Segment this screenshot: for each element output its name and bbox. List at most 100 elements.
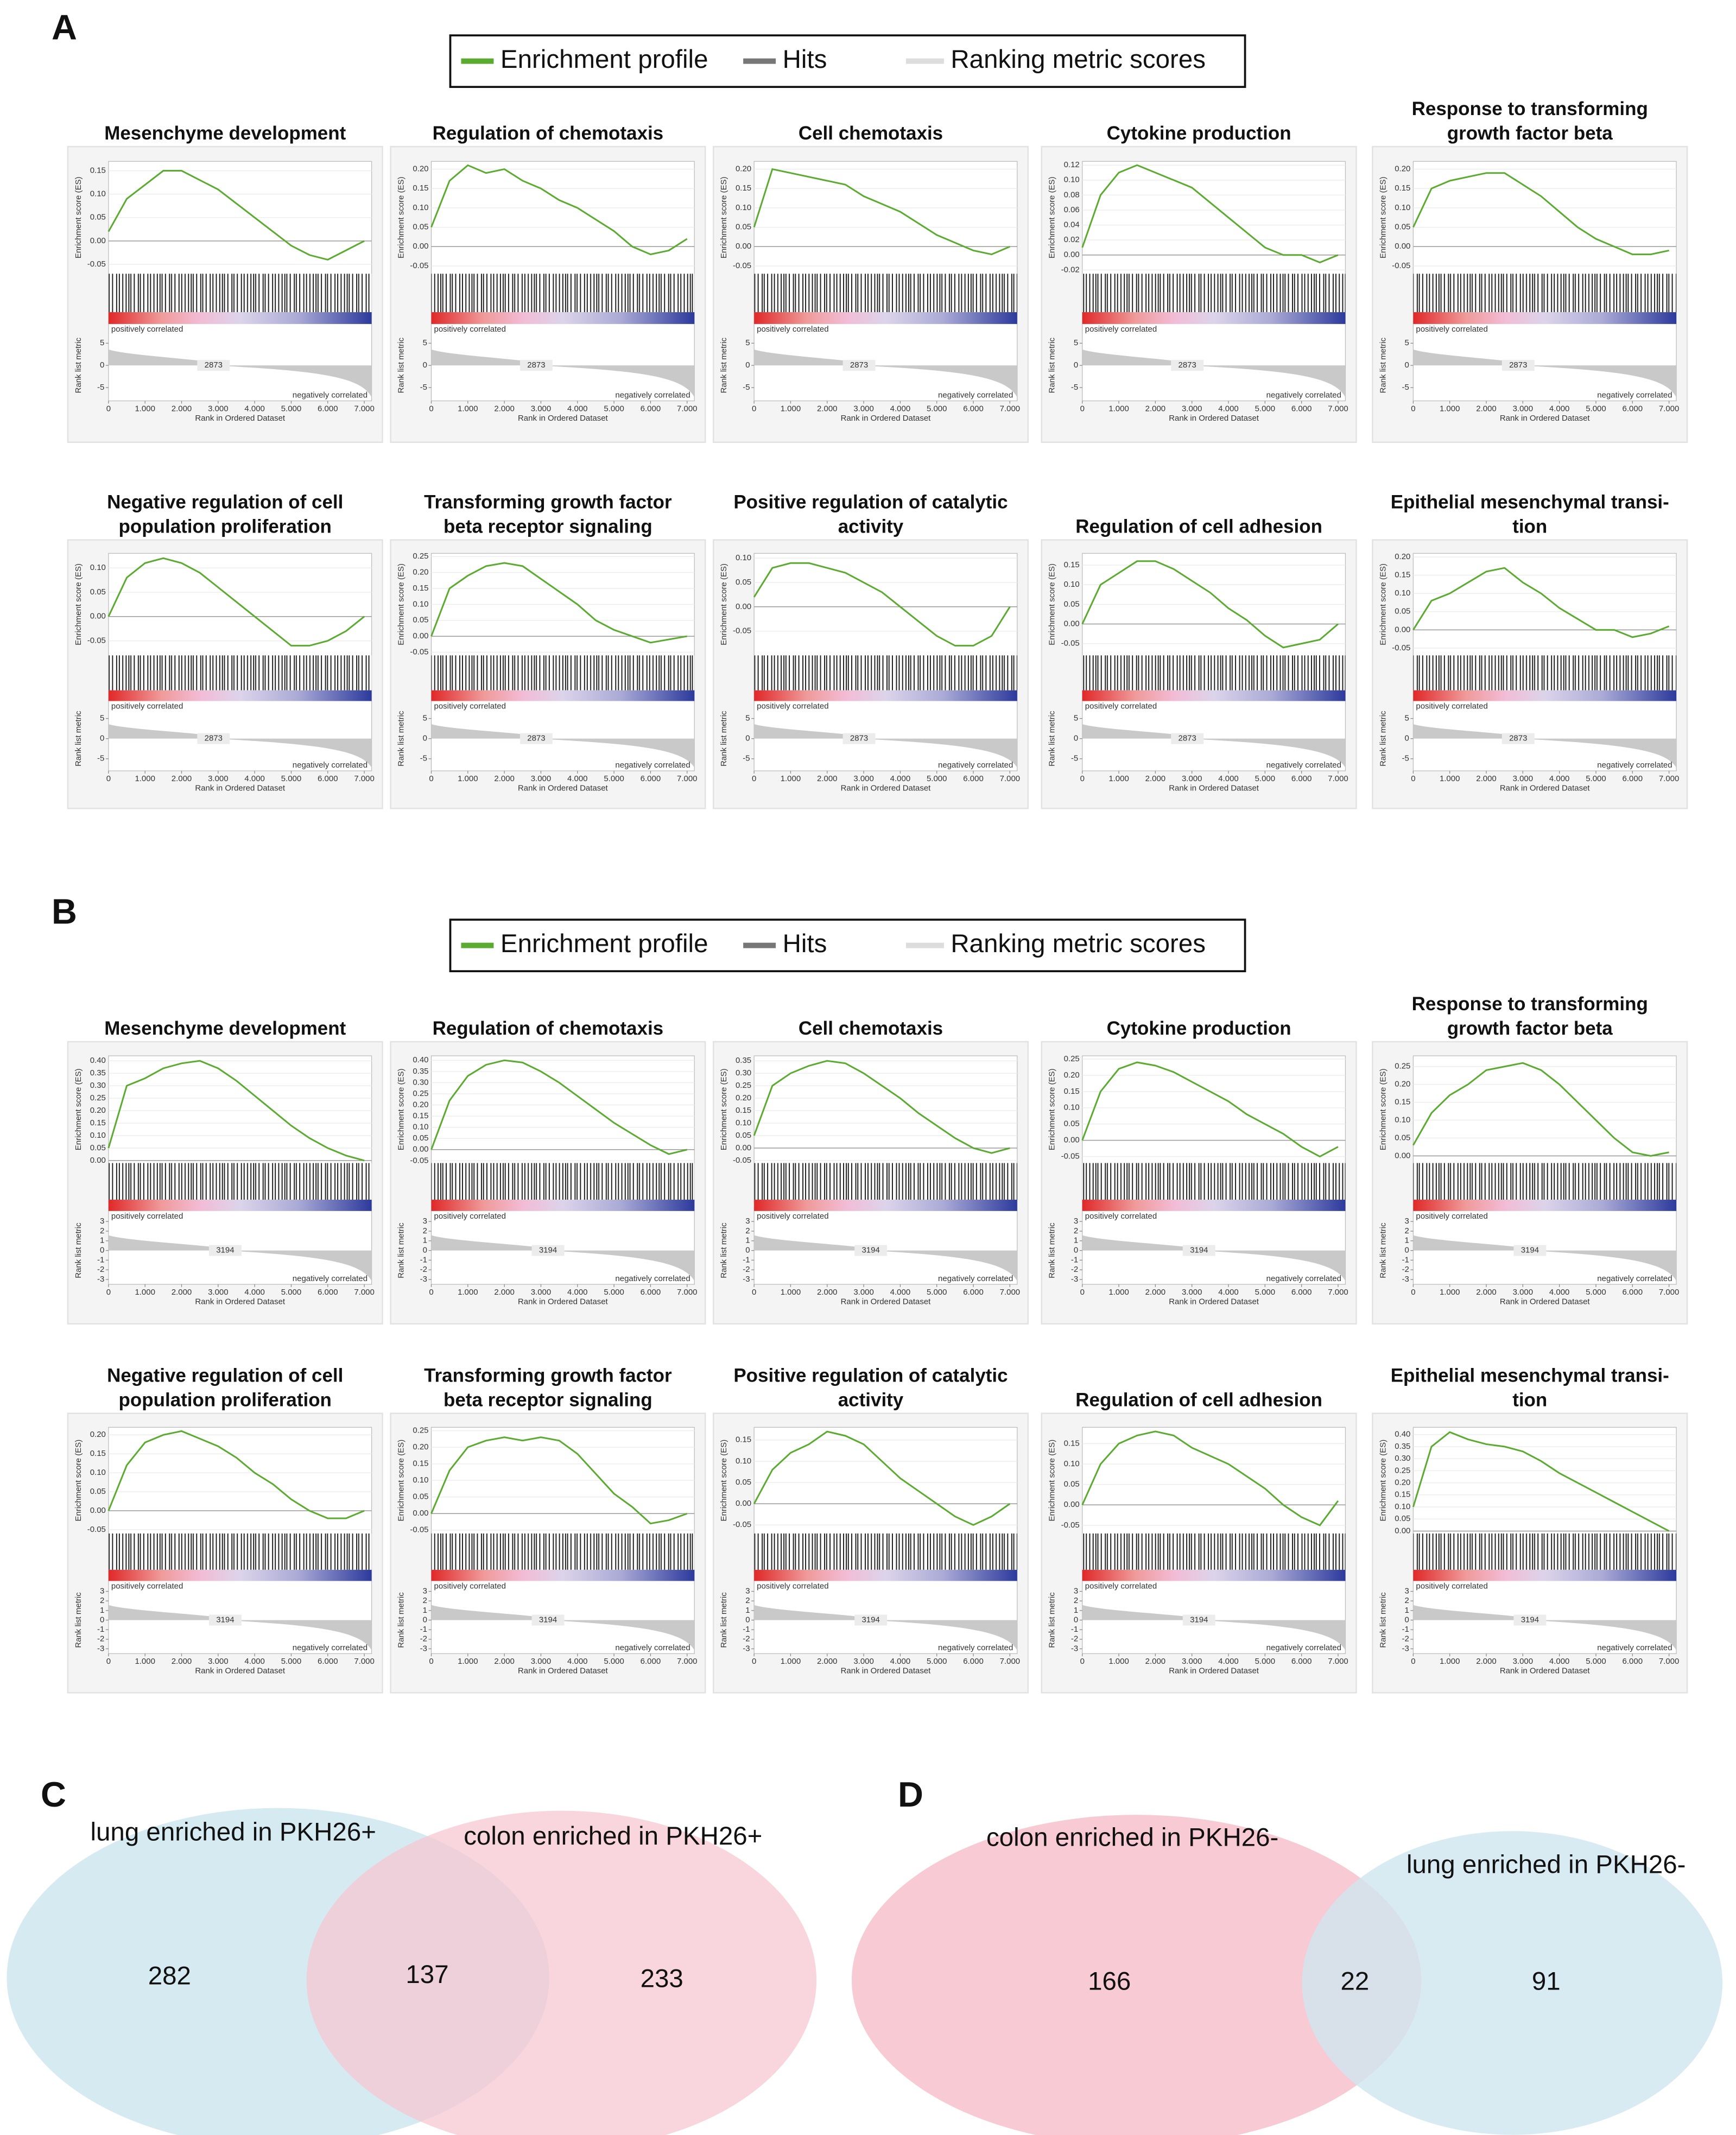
metric-tick-label: -3	[1402, 1275, 1409, 1284]
metric-tick-label: 5	[423, 338, 427, 347]
y-axis-label: Rank list metric	[1378, 337, 1387, 393]
x-tick-label: 5.000	[604, 404, 624, 413]
enrichment-profile	[1412, 172, 1669, 256]
y-tick-label: 0.20	[413, 164, 428, 174]
hits	[754, 1163, 1017, 1200]
y-tick-label: -0.05	[87, 259, 106, 269]
y-tick-label: 0.10	[413, 1475, 428, 1485]
metric-tick-label: -2	[1402, 1634, 1409, 1644]
correlation-bar	[108, 1569, 372, 1581]
negative-label: negatively correlated	[938, 761, 1013, 770]
x-tick-label: 5.000	[927, 1657, 947, 1666]
x-tick-label: 1.000	[458, 404, 478, 413]
y-tick-label: 0.20	[736, 164, 751, 174]
x-tick-label: 6.000	[963, 1288, 984, 1297]
x-tick-label: 1.000	[781, 774, 801, 783]
x-tick-label: 1.000	[781, 1288, 801, 1297]
ranking-metric	[1082, 349, 1346, 397]
set-count: 91	[1532, 1967, 1561, 1995]
ranking-metric	[754, 724, 1017, 768]
metric-tick-label: 3	[423, 1586, 427, 1595]
y-tick-label: 0.20	[1064, 1070, 1080, 1080]
y-tick-label: 0.00	[413, 1509, 428, 1518]
metric-tick-label: 3	[745, 1586, 750, 1595]
x-tick-label: 0	[752, 774, 756, 783]
x-tick-label: 0	[1080, 774, 1085, 783]
y-tick-label: 0.25	[1395, 1062, 1410, 1071]
x-tick-label: 2.000	[817, 1657, 838, 1666]
zero-cross-box	[519, 360, 553, 371]
x-tick-label: 4.000	[1549, 1657, 1570, 1666]
x-axis-label: Rank in Ordered Dataset	[195, 1297, 286, 1306]
x-tick-label: 3.000	[853, 1657, 874, 1666]
y-axis-label: Enrichment score (ES)	[1048, 1068, 1057, 1150]
x-tick-label: 0	[429, 404, 433, 413]
negative-label: negatively correlated	[293, 390, 368, 400]
metric-tick-label: 0	[1074, 360, 1078, 370]
y-axis-label: Rank list metric	[74, 1222, 83, 1278]
y-axis-label: Enrichment score (ES)	[719, 563, 728, 645]
y-axis-label: Rank list metric	[396, 711, 406, 766]
x-tick-label: 1.000	[1108, 404, 1129, 413]
zero-cross-label: 2873	[205, 734, 223, 743]
metric-tick-label: 1	[1074, 1606, 1078, 1615]
negative-label: negatively correlated	[1266, 1274, 1341, 1283]
hits	[108, 1533, 372, 1570]
x-tick-label: 4.000	[244, 1288, 265, 1297]
legend-label: Enrichment profile	[500, 929, 708, 958]
y-tick-label: 0.00	[736, 1143, 751, 1152]
negative-label: negatively correlated	[1597, 761, 1672, 770]
metric-tick-label: -5	[1402, 383, 1409, 392]
set-label: colon enriched in PKH26+	[464, 1822, 762, 1851]
x-tick-label: 5.000	[927, 774, 947, 783]
set-count: 233	[641, 1964, 683, 1993]
zero-cross-label: 3194	[1521, 1246, 1539, 1255]
metric-tick-label: 1	[1405, 1236, 1409, 1245]
metric-tick-label: 3	[1405, 1586, 1409, 1595]
correlation-bar	[754, 1200, 1017, 1211]
positive-label: positively correlated	[1416, 1581, 1487, 1591]
metric-tick-label: 3	[100, 1217, 104, 1226]
metric-tick-label: 0	[423, 1615, 427, 1624]
metric-tick-label: -2	[743, 1634, 750, 1644]
y-tick-label: 0.05	[1395, 223, 1410, 232]
y-tick-label: 0.15	[413, 1459, 428, 1468]
gsea-plot: Mesenchyme development 0.00 0.05 0.10 0.15 0.…	[67, 1018, 383, 1325]
x-tick-label: 0	[106, 1288, 111, 1297]
correlation-bar	[1082, 312, 1346, 324]
y-tick-label: -0.05	[1061, 1151, 1080, 1161]
legend-box	[449, 918, 1246, 972]
x-tick-label: 7.000	[677, 1288, 698, 1297]
y-tick-label: 0.05	[90, 587, 106, 597]
plot-title: Cytokine production	[1107, 123, 1291, 144]
correlation-bar	[1082, 690, 1346, 701]
plot-title: population proliferation	[119, 1389, 332, 1410]
venn-set	[852, 1815, 1422, 2135]
y-axis-label: Enrichment score (ES)	[396, 563, 406, 645]
set-count: 282	[148, 1961, 191, 1990]
correlation-bar	[754, 690, 1017, 701]
x-tick-label: 5.000	[1255, 1657, 1276, 1666]
x-tick-label: 1.000	[1440, 1657, 1460, 1666]
plot-title: Transforming growth factor	[424, 1365, 672, 1386]
y-tick-label: 0.40	[1395, 1430, 1410, 1439]
plot-title: Mesenchyme development	[104, 1018, 346, 1039]
metric-tick-label: 0	[100, 1246, 104, 1255]
y-tick-label: 0.35	[413, 1067, 428, 1076]
y-tick-label: 0.15	[1064, 1087, 1080, 1096]
x-tick-label: 7.000	[1000, 774, 1021, 783]
correlation-bar	[1413, 1569, 1677, 1581]
hits	[431, 655, 695, 690]
metric-tick-label: 2	[1405, 1596, 1409, 1605]
hits	[431, 1533, 695, 1570]
metric-tick-label: -5	[420, 754, 427, 763]
y-tick-label: 0.05	[90, 213, 106, 222]
enrichment-profile	[430, 1436, 688, 1525]
metric-tick-label: 3	[745, 1217, 750, 1226]
y-tick-label: 0.25	[1064, 1054, 1080, 1063]
x-tick-label: 6.000	[318, 1288, 338, 1297]
negative-label: negatively correlated	[293, 1274, 368, 1283]
enrichment-profile	[753, 1430, 1011, 1526]
y-tick-label: 0.15	[736, 1106, 751, 1115]
x-tick-label: 7.000	[677, 404, 698, 413]
